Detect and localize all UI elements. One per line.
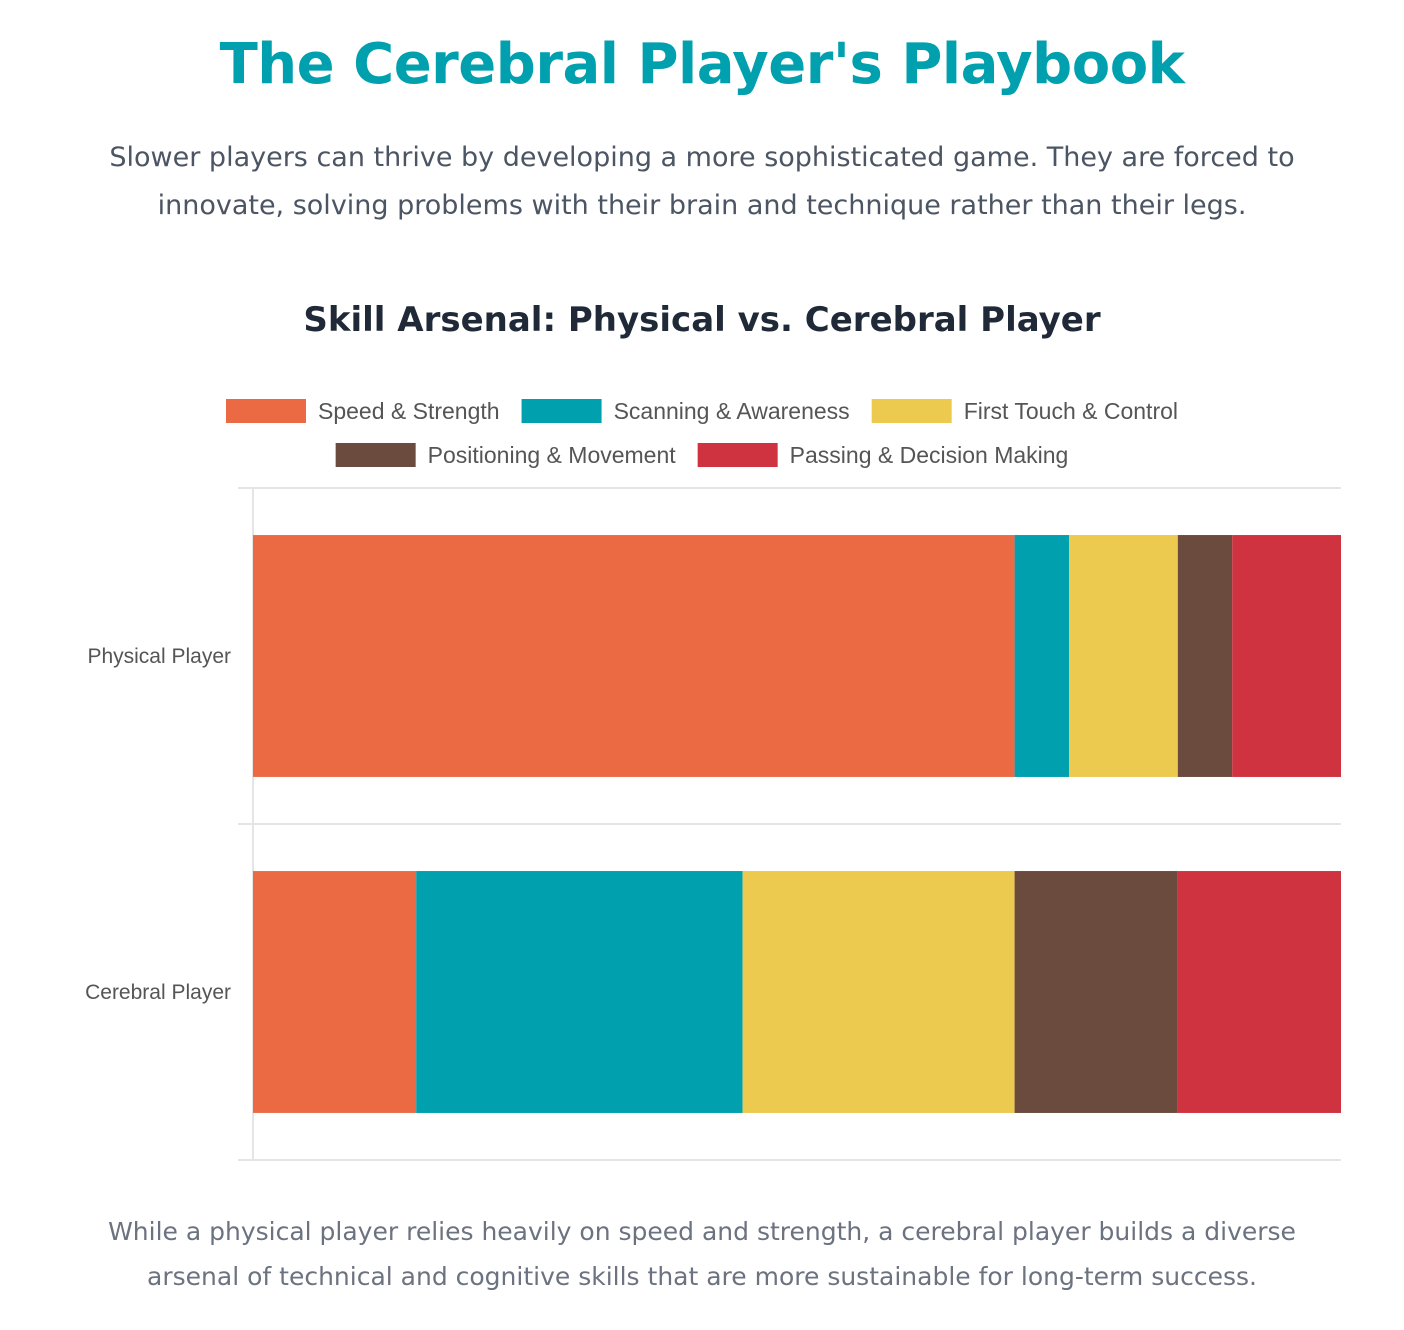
legend-swatch-positioning-and-movement — [335, 443, 416, 467]
legend-label-passing-and-decision-making: Passing & Decision Making — [790, 442, 1069, 468]
chart-title: Skill Arsenal: Physical vs. Cerebral Pla… — [303, 300, 1101, 340]
category-labels: Physical Player Cerebral Player — [85, 645, 231, 1004]
bar-cerebral-player-passing-and-decision-making[interactable] — [1177, 871, 1341, 1113]
bar-physical-player-positioning-and-movement[interactable] — [1177, 535, 1233, 777]
legend-item-first-touch-and-control[interactable]: First Touch & Control — [871, 398, 1178, 424]
bar-physical-player-passing-and-decision-making[interactable] — [1232, 535, 1341, 777]
skill-arsenal-chart: Speed & Strength Scanning & Awareness Firs… — [85, 398, 1341, 1161]
bar-physical-player-first-touch-and-control[interactable] — [1069, 535, 1178, 777]
legend-swatch-passing-and-decision-making — [697, 443, 778, 467]
bar-cerebral-player-speed-and-strength[interactable] — [253, 871, 417, 1113]
bar-cerebral-player-scanning-and-awareness[interactable] — [416, 871, 743, 1113]
category-label-physical-player: Physical Player — [87, 645, 231, 668]
legend-label-first-touch-and-control: First Touch & Control — [964, 398, 1178, 424]
legend-swatch-scanning-and-awareness — [521, 399, 602, 423]
category-label-cerebral-player: Cerebral Player — [85, 981, 231, 1004]
page-title: The Cerebral Player's Playbook — [219, 32, 1185, 97]
legend-item-positioning-and-movement[interactable]: Positioning & Movement — [335, 442, 677, 468]
bar-cerebral-player-first-touch-and-control[interactable] — [742, 871, 1015, 1113]
bar-cerebral-player-positioning-and-movement[interactable] — [1014, 871, 1178, 1113]
legend-swatch-speed-and-strength — [225, 399, 306, 423]
legend-label-scanning-and-awareness: Scanning & Awareness — [614, 398, 850, 424]
legend-label-positioning-and-movement: Positioning & Movement — [428, 442, 677, 468]
legend-item-speed-and-strength[interactable]: Speed & Strength — [225, 398, 500, 424]
bar-physical-player-speed-and-strength[interactable] — [253, 535, 1015, 777]
page-intro: Slower players can thrive by developing … — [109, 142, 1295, 221]
chart-legend: Speed & Strength Scanning & Awareness Firs… — [225, 398, 1178, 468]
bar-physical-player-scanning-and-awareness[interactable] — [1014, 535, 1069, 777]
legend-swatch-first-touch-and-control — [871, 399, 952, 423]
legend-item-scanning-and-awareness[interactable]: Scanning & Awareness — [521, 398, 850, 424]
page-footer: While a physical player relies heavily o… — [108, 1217, 1296, 1291]
chart-bars — [253, 535, 1341, 1113]
legend-item-passing-and-decision-making[interactable]: Passing & Decision Making — [697, 442, 1069, 468]
legend-label-speed-and-strength: Speed & Strength — [318, 398, 500, 424]
